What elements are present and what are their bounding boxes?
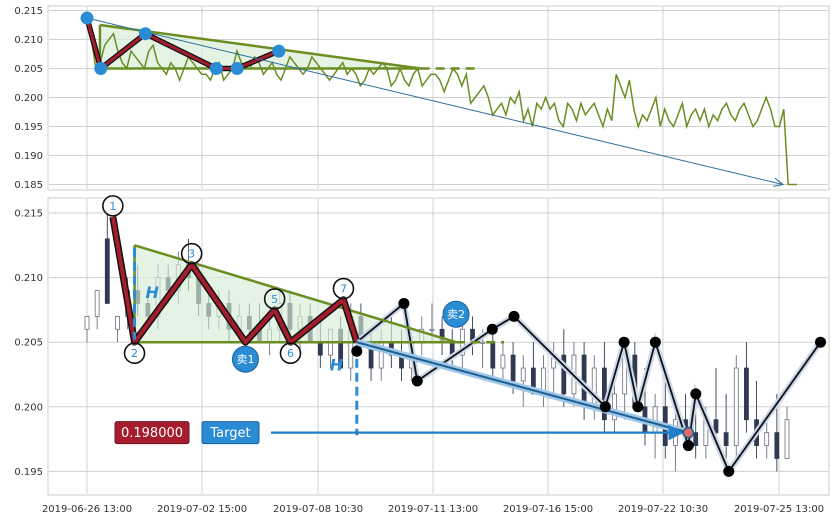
main-y-tick-label: 0.205 — [14, 338, 43, 349]
top-y-tick-label: 0.185 — [14, 180, 43, 191]
zigzag-pivot-dot — [398, 297, 410, 309]
main-panel-frame — [47, 197, 830, 496]
height-label-left: H — [146, 283, 160, 302]
pivot-number-label: 1 — [109, 200, 116, 213]
target-box — [201, 421, 260, 445]
candle-body — [774, 432, 780, 459]
pivot-number-circle — [102, 195, 124, 217]
x-tick-label: 2019-07-16 15:00 — [503, 504, 593, 515]
x-tick-label: 2019-07-02 15:00 — [157, 504, 247, 515]
candle-body — [784, 419, 790, 459]
candle-body — [480, 341, 486, 344]
top-y-tick-label: 0.200 — [14, 93, 43, 104]
top-pivot-marker — [94, 62, 108, 75]
triangle-upper-edge — [134, 244, 457, 344]
top-price-line — [86, 21, 797, 186]
top-pivot-marker — [80, 11, 94, 25]
zigzag-pivot-dot — [508, 310, 520, 322]
triangle-fill — [134, 245, 457, 343]
sell-marker-label: 卖2 — [447, 308, 465, 321]
candle-body — [764, 432, 770, 446]
top-y-tick-label: 0.195 — [14, 122, 43, 133]
trend-arrow-line — [356, 341, 689, 434]
top-pivot-marker — [209, 62, 223, 75]
candle-body — [429, 328, 435, 331]
candle-body — [317, 341, 323, 356]
candle-body — [510, 354, 516, 382]
candle-body — [733, 367, 739, 446]
x-tick-label: 2019-07-22 10:30 — [618, 504, 708, 515]
x-tick-label: 2019-07-08 10:30 — [273, 504, 363, 515]
top-triangle-upper — [99, 23, 421, 70]
candle-body — [84, 315, 90, 330]
pivot-number-label: 3 — [188, 248, 195, 261]
zigzag-pivot-dot — [723, 465, 735, 477]
candle-body — [520, 367, 526, 382]
x-tick-label: 2019-07-25 13:00 — [734, 504, 824, 515]
candle-body — [500, 354, 506, 369]
zigzag-pivot-dot — [411, 375, 423, 387]
zigzag-pivot-dot — [351, 345, 363, 357]
top-y-tick-label: 0.205 — [14, 64, 43, 75]
pivot-number-label: 7 — [340, 283, 347, 296]
zigzag-pivot-dot — [486, 323, 498, 335]
target-price-label: 0.198000 — [121, 426, 183, 441]
pivot-number-circle — [279, 342, 302, 365]
pivot-number-label: 2 — [131, 347, 138, 360]
top-y-tick-label: 0.190 — [14, 151, 43, 162]
sell-marker-label: 卖1 — [236, 353, 254, 366]
target-point-marker — [682, 426, 695, 439]
target-price-box — [114, 421, 190, 445]
pivot-number-circle — [180, 242, 203, 265]
candle-body — [561, 354, 567, 395]
zigzag-pivot-dot — [649, 336, 661, 348]
top-pivot-marker — [138, 27, 152, 41]
sell-marker — [231, 345, 259, 373]
candle-body — [94, 290, 100, 317]
zigzag-pivot-dot — [599, 401, 611, 413]
top-y-tick-label: 0.210 — [14, 35, 43, 46]
x-tick-label: 2019-06-26 13:00 — [42, 504, 132, 515]
candle-body — [744, 367, 749, 421]
zigzag-pivot-dot — [815, 336, 827, 348]
top-pattern-line — [85, 17, 280, 72]
target-label: Target — [209, 426, 250, 441]
top-pivot-marker — [272, 44, 286, 58]
candle-body — [693, 432, 699, 446]
top-y-tick-label: 0.215 — [14, 6, 43, 17]
zigzag-pivot-dot — [618, 336, 630, 348]
pattern-line — [110, 216, 359, 345]
x-tick-label: 2019-07-11 13:00 — [388, 504, 478, 515]
main-y-tick-label: 0.195 — [14, 467, 43, 478]
zigzag-pivot-dot — [690, 388, 702, 400]
candle-body — [490, 341, 496, 369]
candle-body — [115, 315, 120, 330]
pivot-number-circle — [263, 288, 286, 310]
main-y-tick-label: 0.200 — [14, 402, 43, 413]
pivot-number-label: 5 — [271, 293, 278, 306]
height-label-right: H — [330, 355, 344, 374]
pivot-number-circle — [332, 277, 355, 300]
zigzag-pivot-dot — [632, 401, 644, 413]
top-pivot-marker — [230, 62, 244, 75]
candle-body — [612, 393, 617, 421]
top-target-arrow — [86, 17, 783, 184]
pivot-number-circle — [123, 342, 146, 365]
zigzag-pivot-dot — [682, 440, 694, 452]
candle-body — [723, 432, 729, 446]
main-y-tick-label: 0.215 — [14, 209, 43, 220]
main-y-tick-label: 0.210 — [14, 273, 43, 284]
candle-body — [104, 238, 110, 304]
pivot-number-label: 6 — [287, 347, 294, 360]
candle-body — [713, 419, 719, 434]
sell-marker — [442, 300, 470, 328]
